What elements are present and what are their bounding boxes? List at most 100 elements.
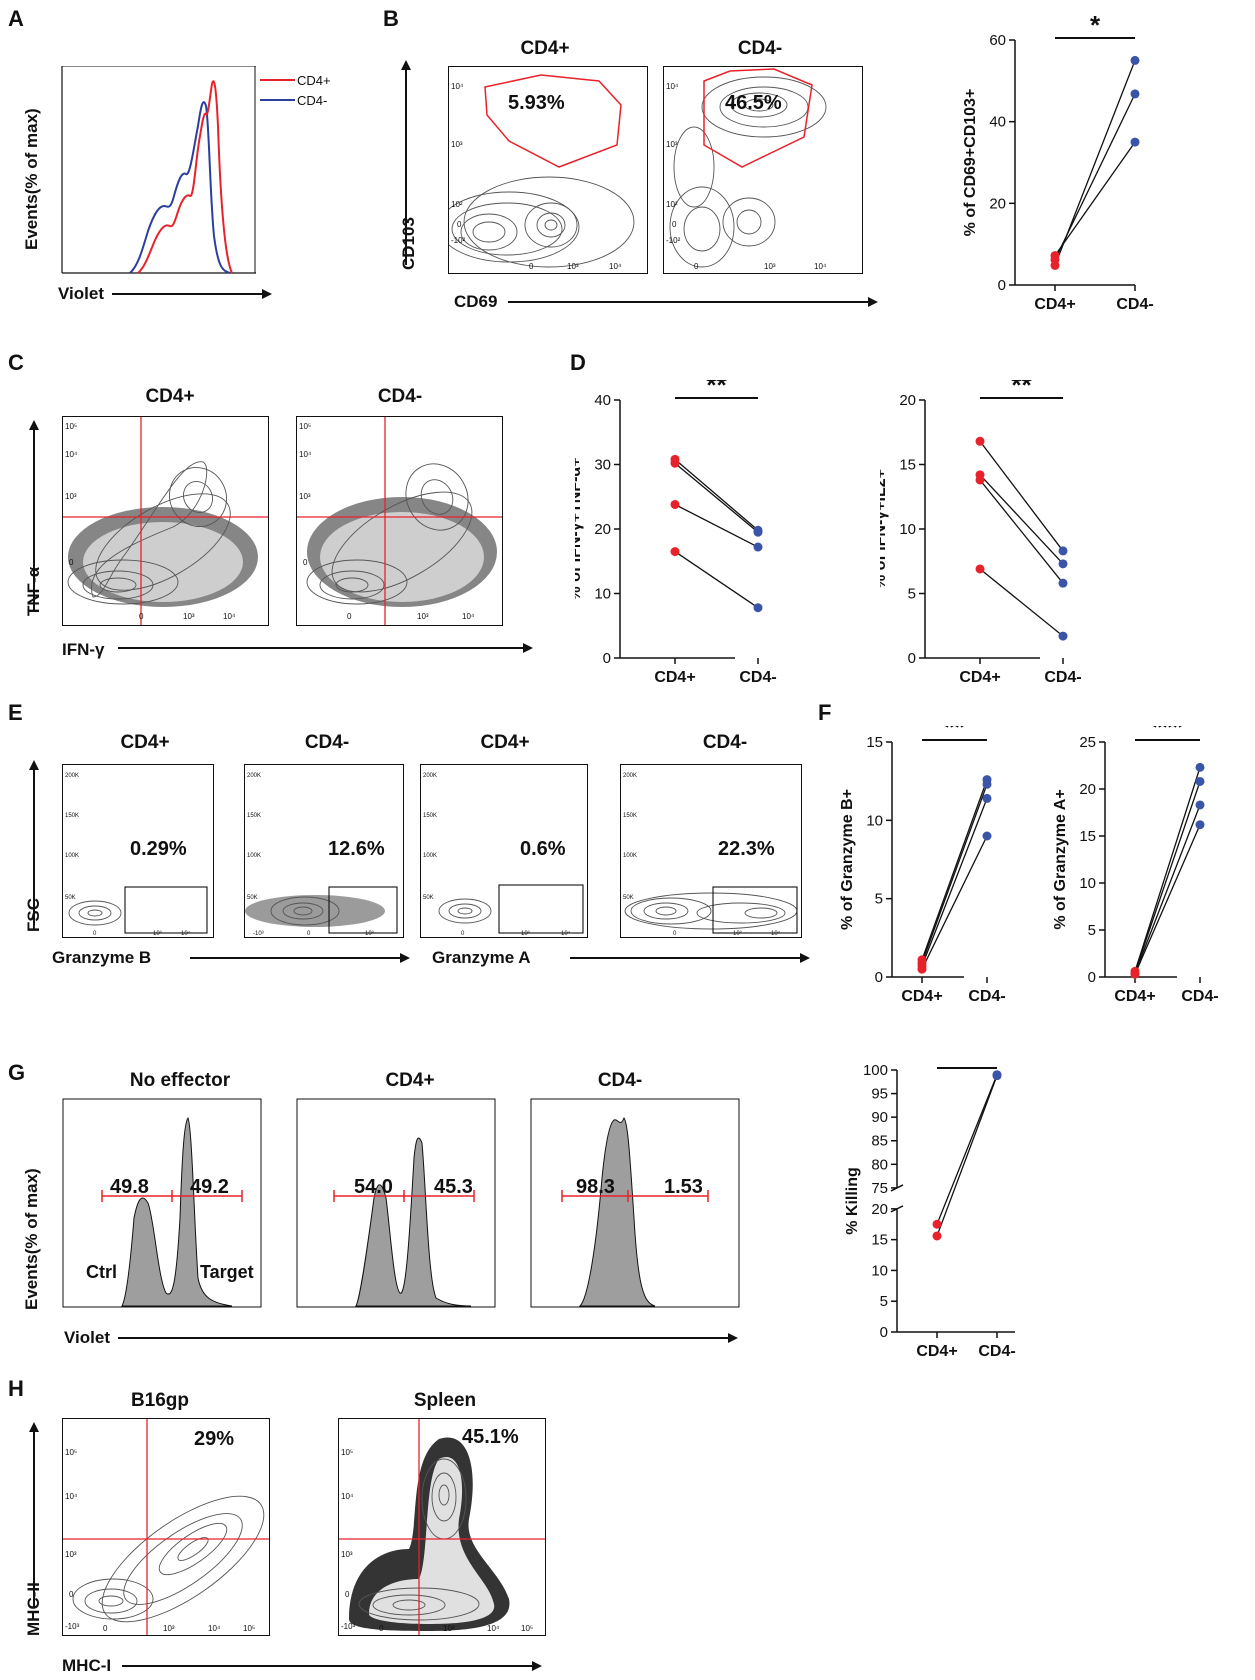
panel-c-title-1: CD4+	[145, 386, 195, 407]
panel-g-target-label: Target	[200, 1262, 254, 1282]
x-tick-label: CD4-	[739, 669, 776, 686]
panel-g-ylabel: Events(% of max)	[22, 1168, 41, 1310]
panel-c-y-arrow	[29, 420, 39, 610]
x-tick-label: CD4-	[968, 988, 1005, 1005]
data-point-cd4neg	[982, 793, 992, 803]
histogram-g1	[62, 1098, 262, 1308]
panel-e-xlabel-a: Granzyme A	[432, 948, 531, 967]
panel-letter-b: B	[383, 6, 399, 31]
svg-text:0: 0	[694, 262, 699, 271]
y-axis-title: % of CD69+CD103+	[962, 89, 979, 237]
data-point-cd4neg	[1058, 578, 1068, 588]
panel-a-x-arrow	[112, 289, 272, 299]
pair-line	[1134, 804, 1201, 974]
significance-stars: **	[706, 380, 727, 400]
svg-text:10²: 10²	[666, 200, 678, 209]
y-tick-label: 20	[594, 521, 611, 538]
svg-text:10³: 10³	[163, 1624, 175, 1633]
svg-text:150K: 150K	[423, 813, 437, 819]
contour-plot-c1: 10⁵ 10⁴ 10³ 0 0 10³ 10⁴	[63, 417, 268, 625]
panel-g-left-1: 49.8	[110, 1176, 149, 1198]
data-point-cd4pos	[975, 475, 985, 485]
svg-text:10³: 10³	[153, 931, 162, 937]
panel-g-histogram-1	[62, 1098, 262, 1308]
panel-g-right-3: 1.53	[664, 1176, 703, 1198]
svg-text:50K: 50K	[247, 895, 258, 901]
significance-stars: **	[1011, 380, 1032, 400]
x-tick-label: CD4+	[916, 1343, 957, 1360]
gate-polygon-b2	[703, 68, 813, 168]
data-point-cd4pos	[975, 564, 985, 574]
data-point-cd4neg	[1130, 137, 1140, 147]
svg-text:-10³: -10³	[341, 1622, 356, 1631]
svg-text:150K: 150K	[623, 813, 637, 819]
panel-e-title-1: CD4+	[120, 732, 170, 753]
data-point-cd4pos	[917, 964, 927, 974]
svg-text:50K: 50K	[423, 895, 434, 901]
panel-c-flow-cd4pos: 10⁵ 10⁴ 10³ 0 0 10³ 10⁴	[62, 416, 269, 626]
y-tick-label: 20	[899, 392, 916, 409]
panel-g-right-1: 49.2	[190, 1176, 229, 1198]
y-tick-label: 5	[908, 586, 916, 603]
panel-c-flow-cd4neg: 10⁵ 10⁴ 10³ 0 0 10³ 10⁴	[296, 416, 503, 626]
panel-h-flow-spleen: 10⁵ 10⁴ 10³ 0 -10³ 0 10³ 10⁴ 10⁵	[338, 1418, 546, 1636]
svg-text:10³: 10³	[341, 1550, 353, 1559]
significance-stars: *	[1090, 10, 1101, 40]
cd4neg-histogram	[129, 101, 231, 274]
y-tick-label: 80	[871, 1156, 888, 1173]
svg-text:0: 0	[307, 931, 311, 937]
svg-text:0: 0	[93, 931, 97, 937]
svg-text:10⁴: 10⁴	[609, 262, 622, 271]
panel-h-y-arrow	[29, 1422, 39, 1607]
panel-b-title-2: CD4-	[737, 38, 783, 59]
y-tick-label: 90	[871, 1109, 888, 1126]
y-tick-label: 20	[871, 1201, 888, 1218]
svg-text:10⁵: 10⁵	[243, 1624, 255, 1633]
panel-h-title-1: B16gp	[130, 1390, 190, 1411]
y-tick-label: 10	[1079, 875, 1096, 892]
panel-g-title-2: CD4+	[385, 1070, 435, 1091]
svg-text:0: 0	[673, 931, 677, 937]
svg-text:0: 0	[672, 220, 677, 229]
svg-text:0: 0	[457, 220, 462, 229]
data-point-cd4neg	[1058, 631, 1068, 641]
svg-text:200K: 200K	[65, 773, 79, 779]
x-tick-label: CD4+	[654, 669, 695, 686]
panel-h-flow-b16gp: 10⁵ 10⁴ 10³ 0 -10³ 0 10³ 10⁴ 10⁵	[62, 1418, 270, 1636]
panel-g-title-1: No effector	[129, 1070, 231, 1091]
svg-text:10⁴: 10⁴	[65, 1492, 78, 1501]
data-point-cd4neg	[1195, 820, 1205, 830]
panel-letter-f: F	[818, 700, 832, 725]
cd4pos-histogram	[137, 80, 233, 274]
y-tick-label: 10	[866, 812, 883, 829]
panel-g-left-2: 54.0	[354, 1176, 393, 1198]
svg-text:0: 0	[345, 1590, 350, 1599]
svg-text:-10²: -10²	[666, 236, 681, 245]
svg-text:10³: 10³	[666, 140, 678, 149]
svg-text:10³: 10³	[764, 262, 776, 271]
contour-plot-e4: 200K 150K 100K 50K 0 10³ 10⁴	[623, 773, 798, 937]
svg-text:10³: 10³	[443, 1624, 455, 1633]
panel-b-title-1: CD4+	[520, 38, 570, 59]
data-point-cd4neg	[982, 831, 992, 841]
svg-text:-10³: -10³	[65, 1622, 80, 1631]
legend-label-cd4neg: CD4-	[297, 93, 327, 106]
gate-box	[498, 884, 584, 934]
panel-e-title-4: CD4-	[702, 732, 748, 753]
svg-text:0: 0	[103, 1624, 108, 1633]
pair-line	[936, 1074, 998, 1225]
contour-plot-h2: 10⁵ 10⁴ 10³ 0 -10³ 0 10³ 10⁴ 10⁵	[339, 1419, 545, 1635]
legend-label-cd4pos: CD4+	[297, 73, 331, 88]
panel-c-ylabel: TNF-α	[24, 566, 43, 616]
panel-c-x-arrow	[118, 643, 533, 653]
x-tick-label: CD4-	[1116, 296, 1153, 313]
y-tick-label: 0	[880, 1324, 888, 1341]
pair-line	[979, 474, 1064, 565]
svg-text:0: 0	[69, 558, 74, 567]
pair-line	[936, 1075, 998, 1237]
panel-e-gate-1: 0.29%	[130, 838, 187, 860]
panel-e-y-arrow	[29, 760, 39, 925]
svg-text:10⁴: 10⁴	[666, 82, 679, 91]
pair-line	[921, 798, 988, 967]
